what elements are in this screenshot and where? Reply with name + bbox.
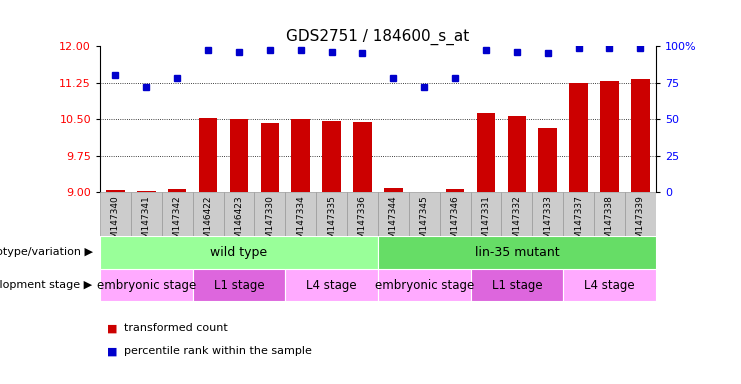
- Text: L4 stage: L4 stage: [584, 279, 635, 291]
- Bar: [378, 236, 656, 269]
- Bar: [439, 192, 471, 236]
- Bar: [285, 192, 316, 236]
- Bar: [224, 192, 254, 236]
- Text: GSM147334: GSM147334: [296, 195, 305, 250]
- Text: GSM147346: GSM147346: [451, 195, 459, 250]
- Bar: [261, 123, 279, 192]
- Text: L1 stage: L1 stage: [491, 279, 542, 291]
- Bar: [631, 79, 650, 192]
- Text: GSM147333: GSM147333: [543, 195, 552, 250]
- Bar: [322, 121, 341, 192]
- Bar: [199, 118, 217, 192]
- Bar: [471, 192, 502, 236]
- Text: GSM146423: GSM146423: [234, 195, 244, 250]
- Bar: [539, 128, 557, 192]
- Bar: [502, 192, 532, 236]
- Text: GSM147341: GSM147341: [142, 195, 151, 250]
- Bar: [285, 269, 378, 301]
- Text: GSM147335: GSM147335: [327, 195, 336, 250]
- Text: GSM147336: GSM147336: [358, 195, 367, 250]
- Bar: [100, 269, 193, 301]
- Bar: [100, 192, 131, 236]
- Bar: [378, 269, 471, 301]
- Bar: [563, 192, 594, 236]
- Bar: [291, 119, 310, 192]
- Bar: [409, 192, 439, 236]
- Bar: [532, 192, 563, 236]
- Bar: [106, 190, 124, 192]
- Bar: [316, 192, 347, 236]
- Text: development stage ▶: development stage ▶: [0, 280, 93, 290]
- Bar: [353, 122, 372, 192]
- Bar: [137, 191, 156, 192]
- Bar: [168, 189, 187, 192]
- Bar: [471, 269, 563, 301]
- Text: transformed count: transformed count: [124, 323, 227, 333]
- Bar: [162, 192, 193, 236]
- Bar: [600, 81, 619, 192]
- Text: percentile rank within the sample: percentile rank within the sample: [124, 346, 312, 356]
- Text: wild type: wild type: [210, 246, 268, 259]
- Text: GSM146422: GSM146422: [204, 195, 213, 250]
- Bar: [100, 236, 378, 269]
- Text: GSM147345: GSM147345: [419, 195, 429, 250]
- Text: embryonic stage: embryonic stage: [97, 279, 196, 291]
- Bar: [508, 116, 526, 192]
- Text: L1 stage: L1 stage: [213, 279, 265, 291]
- Bar: [569, 83, 588, 192]
- Bar: [254, 192, 285, 236]
- Text: GSM147340: GSM147340: [111, 195, 120, 250]
- Bar: [193, 269, 285, 301]
- Bar: [625, 192, 656, 236]
- Text: GSM147344: GSM147344: [389, 195, 398, 250]
- Text: genotype/variation ▶: genotype/variation ▶: [0, 247, 93, 258]
- Text: GSM147330: GSM147330: [265, 195, 274, 250]
- Bar: [476, 113, 495, 192]
- Bar: [384, 188, 402, 192]
- Bar: [563, 269, 656, 301]
- Text: lin-35 mutant: lin-35 mutant: [474, 246, 559, 259]
- Text: ■: ■: [107, 346, 118, 356]
- Text: GSM147331: GSM147331: [482, 195, 491, 250]
- Text: GSM147337: GSM147337: [574, 195, 583, 250]
- Title: GDS2751 / 184600_s_at: GDS2751 / 184600_s_at: [286, 28, 470, 45]
- Bar: [230, 119, 248, 192]
- Text: GSM147332: GSM147332: [512, 195, 522, 250]
- Bar: [347, 192, 378, 236]
- Text: GSM147338: GSM147338: [605, 195, 614, 250]
- Text: GSM147342: GSM147342: [173, 195, 182, 250]
- Bar: [446, 189, 465, 192]
- Text: L4 stage: L4 stage: [306, 279, 357, 291]
- Text: ■: ■: [107, 323, 118, 333]
- Bar: [594, 192, 625, 236]
- Text: embryonic stage: embryonic stage: [375, 279, 473, 291]
- Bar: [193, 192, 224, 236]
- Text: GSM147339: GSM147339: [636, 195, 645, 250]
- Bar: [131, 192, 162, 236]
- Bar: [378, 192, 409, 236]
